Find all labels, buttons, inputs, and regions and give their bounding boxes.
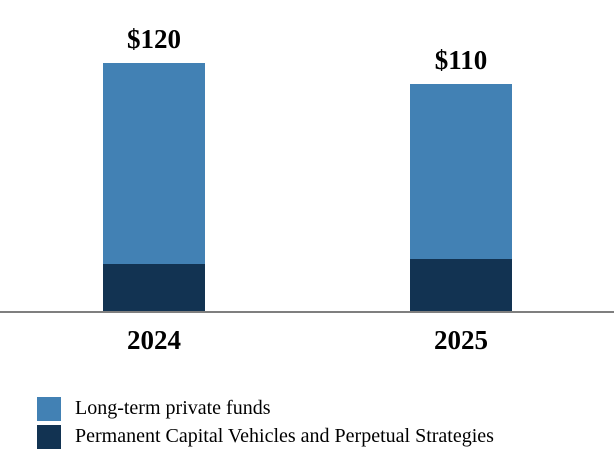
bar-2024: $120 xyxy=(103,0,205,311)
bar-2025-segment-long-term-private-funds xyxy=(410,83,512,260)
bar-2025-segment-permanent-capital-vehicles xyxy=(410,259,512,311)
bar-2024-segment-long-term-private-funds xyxy=(103,63,205,264)
legend-swatch-permanent-capital-vehicles-icon xyxy=(37,424,61,449)
legend: Long-term private funds Permanent Capita… xyxy=(37,395,494,450)
x-tick-label-2024: 2024 xyxy=(127,325,181,355)
bar-2025: $110 xyxy=(410,0,512,311)
bar-2024-segment-permanent-capital-vehicles xyxy=(103,263,205,311)
x-tick-label-2025: 2025 xyxy=(434,325,488,355)
legend-label-long-term-private-funds: Long-term private funds xyxy=(75,397,271,419)
legend-label-permanent-capital-vehicles: Permanent Capital Vehicles and Perpetual… xyxy=(75,425,494,447)
x-axis-line xyxy=(0,311,614,313)
legend-swatch-long-term-private-funds-icon xyxy=(37,396,61,421)
bar-total-label-2025: $110 xyxy=(434,44,488,75)
legend-item-long-term-private-funds: Long-term private funds xyxy=(37,395,494,422)
bar-total-label-2024: $120 xyxy=(127,24,181,54)
legend-item-permanent-capital-vehicles: Permanent Capital Vehicles and Perpetual… xyxy=(37,423,494,450)
plot-area: $120 $110 2024 2025 xyxy=(0,0,614,355)
